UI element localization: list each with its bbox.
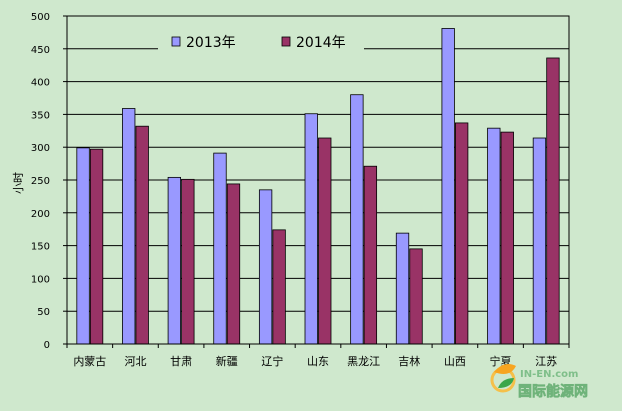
- y-tick-label: 400: [31, 78, 50, 89]
- x-tick-label: 江苏: [535, 355, 557, 368]
- x-tick-label: 内蒙古: [73, 354, 106, 368]
- bar-series2-8: [455, 122, 469, 345]
- y-tick-label: 300: [31, 143, 50, 154]
- bars: [76, 28, 560, 345]
- y-tick-label: 150: [31, 242, 50, 253]
- bar-series2-5: [318, 137, 332, 345]
- bar-series1-8: [441, 28, 455, 345]
- x-tick-label: 辽宁: [261, 354, 283, 368]
- x-tick-labels: 内蒙古 河北 甘肃 新疆 辽宁 山东 黑龙江 吉林 山西 宁夏 江苏: [73, 354, 557, 368]
- x-tick-label: 黑龙江: [347, 355, 380, 368]
- bar-series2-1: [135, 125, 149, 345]
- x-tick-label: 甘肃: [170, 355, 192, 368]
- bar-series2-4: [272, 229, 286, 345]
- bar-series2-6: [363, 165, 378, 345]
- x-tick-label: 山东: [307, 355, 329, 368]
- bar-series1-5: [304, 113, 318, 345]
- bar-series1-7: [395, 232, 410, 345]
- bar-series1-6: [350, 94, 364, 345]
- bar-series2-10: [546, 57, 560, 345]
- y-tick-label: 350: [31, 110, 50, 121]
- bar-series2-9: [500, 131, 514, 345]
- y-tick-label: 200: [31, 209, 50, 220]
- bar-series2-3: [226, 183, 241, 345]
- y-tick-label: 500: [31, 12, 50, 23]
- bar-series2-7: [409, 248, 423, 345]
- legend-label: 2013年: [186, 35, 236, 51]
- bar-series1-4: [258, 189, 273, 345]
- bar-series1-1: [122, 108, 136, 345]
- y-axis-label: 小时: [12, 172, 25, 194]
- bar-series1-10: [532, 137, 547, 345]
- leaf-logo-icon: [490, 364, 516, 393]
- legend-background: [158, 29, 364, 55]
- legend-swatch: [171, 36, 181, 47]
- watermark-brand: IN-EN.com: [520, 369, 578, 380]
- bar-series1-2: [167, 176, 181, 345]
- x-tick-label: 河北: [124, 355, 146, 368]
- y-tick-label: 250: [31, 176, 50, 187]
- x-tick-label: 新疆: [216, 354, 238, 368]
- y-tick-label: 50: [37, 307, 50, 318]
- y-tick-label: 100: [31, 274, 50, 285]
- bar-series2-2: [181, 178, 195, 345]
- bar-series2-0: [89, 148, 104, 345]
- legend-label: 2014年: [296, 35, 346, 51]
- y-tick-label: 450: [31, 45, 50, 56]
- x-tick-label: 山西: [444, 355, 466, 368]
- legend: 2013年 2014年: [158, 29, 364, 55]
- watermark-logo: IN-EN.com 国际能源网: [490, 364, 588, 400]
- legend-swatch: [281, 36, 291, 47]
- axes: [63, 15, 570, 348]
- x-tick-label: 吉林: [398, 354, 420, 368]
- watermark-text: 国际能源网: [518, 383, 588, 400]
- bar-series1-3: [213, 152, 227, 345]
- y-tick-label: 0: [44, 340, 50, 351]
- y-tick-labels: 0 50 100 150 200 250 300 350 400 450 500: [31, 12, 50, 351]
- bar-series1-0: [76, 147, 90, 345]
- bar-series1-9: [487, 127, 501, 345]
